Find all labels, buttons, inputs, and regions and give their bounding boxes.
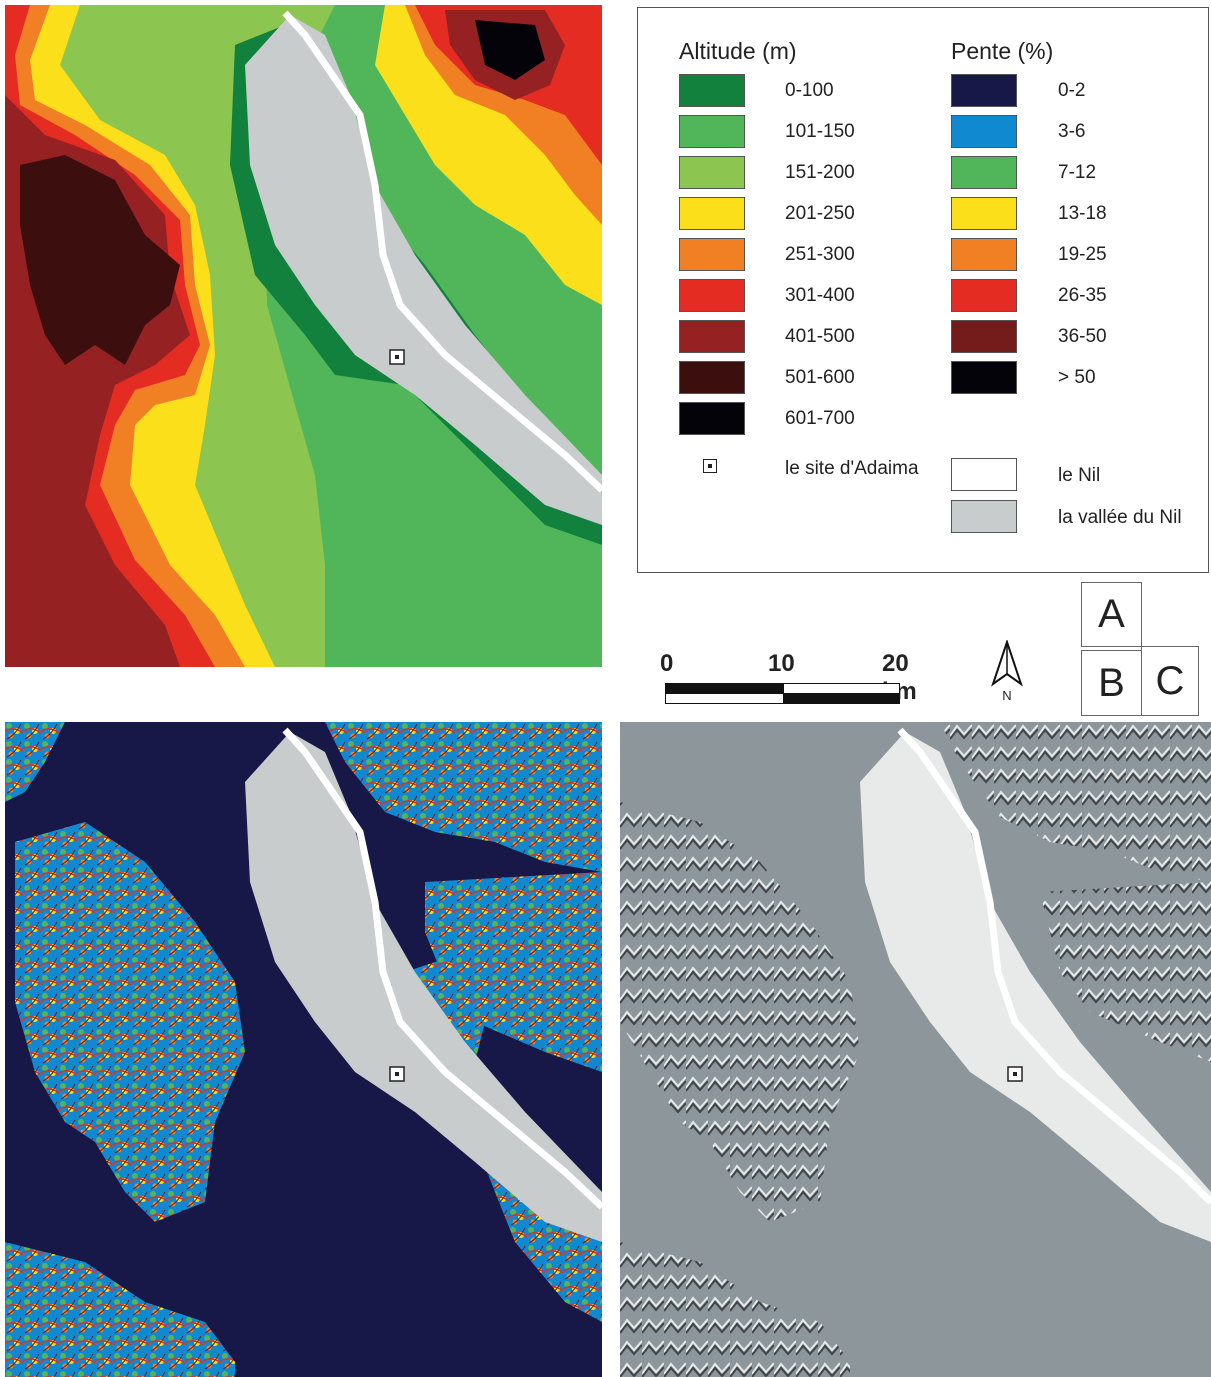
altitude-class-label: 151-200 xyxy=(785,162,855,183)
altitude-map-panel xyxy=(5,5,602,667)
north-arrow-icon xyxy=(991,638,1023,687)
slope-class-label: 0-2 xyxy=(1058,80,1086,101)
nile-swatch xyxy=(951,458,1017,491)
nile-legend-label: le Nil xyxy=(1058,465,1101,486)
altitude-class-swatch xyxy=(679,238,745,271)
altitude-class-label: 101-150 xyxy=(785,121,855,142)
altitude-class-swatch xyxy=(679,74,745,107)
altitude-class-swatch xyxy=(679,361,745,394)
slope-class-label: 7-12 xyxy=(1058,162,1097,183)
slope-class-swatch xyxy=(951,361,1017,394)
slope-class-label: 13-18 xyxy=(1058,203,1107,224)
valley-swatch xyxy=(951,500,1017,533)
site-legend-label: le site d'Adaima xyxy=(785,458,919,479)
scale-tick-0: 0 xyxy=(660,650,674,677)
altitude-class-label: 201-250 xyxy=(785,203,855,224)
altitude-class-swatch xyxy=(679,279,745,312)
altitude-class-label: 601-700 xyxy=(785,408,855,429)
slope-class-label: 36-50 xyxy=(1058,326,1107,347)
scale-tick-10: 10 xyxy=(768,650,795,677)
slope-class-swatch xyxy=(951,320,1017,353)
slope-class-swatch xyxy=(951,279,1017,312)
altitude-class-label: 0-100 xyxy=(785,80,834,101)
scale-bar-graphic xyxy=(665,683,900,704)
altitude-class-swatch xyxy=(679,197,745,230)
slope-class-swatch xyxy=(951,238,1017,271)
slope-legend-title: Pente (%) xyxy=(951,38,1054,64)
altitude-class-label: 401-500 xyxy=(785,326,855,347)
slope-map xyxy=(5,722,602,1377)
slope-class-swatch xyxy=(951,74,1017,107)
north-arrow: N xyxy=(985,638,1029,710)
locator-a: A xyxy=(1081,582,1142,647)
valley-legend-label: la vallée du Nil xyxy=(1058,507,1182,528)
hillshade-map xyxy=(620,722,1211,1377)
altitude-legend-title: Altitude (m) xyxy=(679,38,797,64)
hillshade-map-panel xyxy=(620,722,1211,1377)
altitude-class-label: 251-300 xyxy=(785,244,855,265)
altitude-class-label: 501-600 xyxy=(785,367,855,388)
altitude-class-swatch xyxy=(679,402,745,435)
map-legend: Altitude (m) Pente (%) le site d'Adaima … xyxy=(637,7,1209,573)
locator-b: B xyxy=(1081,650,1142,716)
slope-class-label: 26-35 xyxy=(1058,285,1107,306)
site-marker-icon xyxy=(703,459,717,473)
altitude-class-swatch xyxy=(679,115,745,148)
slope-class-label: 3-6 xyxy=(1058,121,1086,142)
slope-class-swatch xyxy=(951,197,1017,230)
slope-map-panel xyxy=(5,722,602,1377)
altitude-class-label: 301-400 xyxy=(785,285,855,306)
slope-class-label: > 50 xyxy=(1058,367,1096,388)
slope-class-label: 19-25 xyxy=(1058,244,1107,265)
locator-c: C xyxy=(1141,646,1199,716)
slope-class-swatch xyxy=(951,156,1017,189)
north-label: N xyxy=(1002,688,1012,703)
altitude-class-swatch xyxy=(679,156,745,189)
altitude-class-swatch xyxy=(679,320,745,353)
altitude-map xyxy=(5,5,602,667)
slope-class-swatch xyxy=(951,115,1017,148)
scale-bar: 0 10 20 km xyxy=(660,650,920,710)
